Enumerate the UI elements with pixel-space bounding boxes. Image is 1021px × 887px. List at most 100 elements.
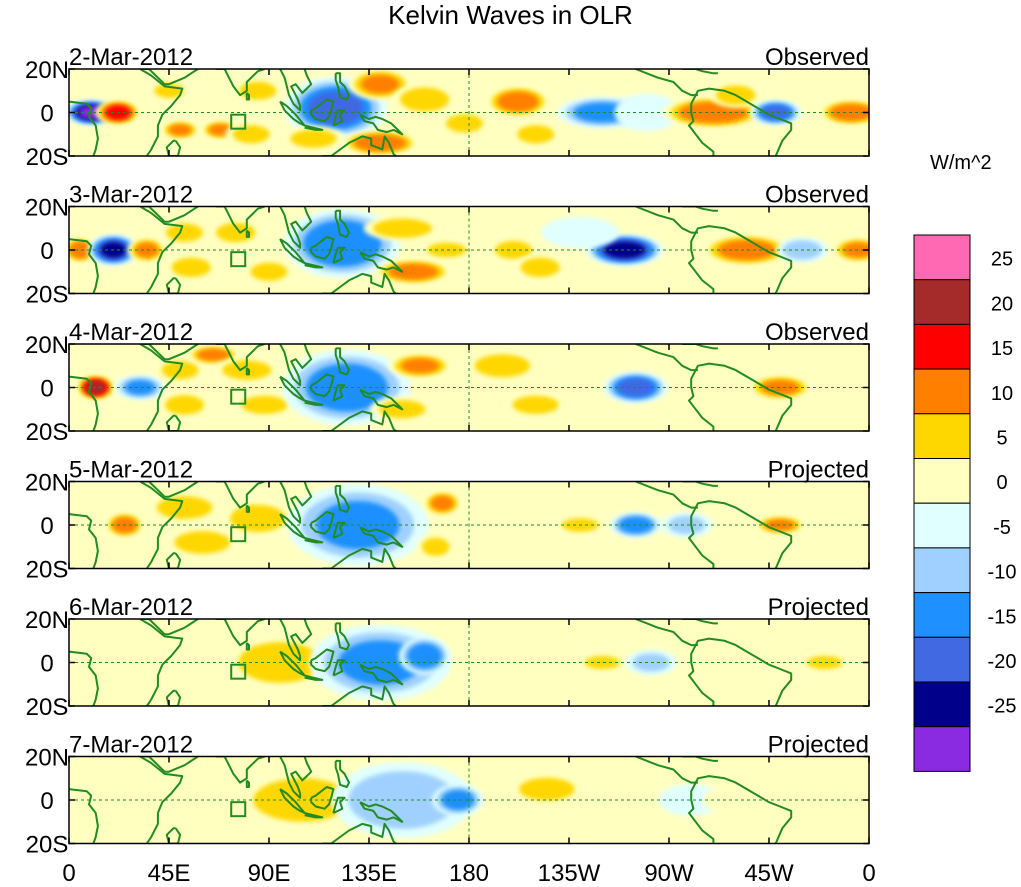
legend-swatch: [913, 458, 971, 504]
lat-label: 20S: [26, 144, 69, 171]
coastline: [332, 109, 346, 127]
panel-date: 4-Mar-2012: [69, 319, 193, 346]
coastline: [165, 414, 182, 431]
coastline: [69, 375, 99, 431]
anomaly-contour: [168, 124, 192, 136]
coastline: [142, 481, 199, 498]
legend-swatch: [913, 323, 971, 370]
coastline: [279, 619, 313, 662]
anomaly-contour: [388, 263, 438, 280]
anomaly-contour: [421, 537, 450, 556]
legend-level-label: -10: [988, 562, 1017, 584]
lat-label: 0: [40, 651, 53, 678]
coastline: [310, 648, 335, 673]
panel-status: Observed: [765, 44, 869, 71]
coastline: [304, 262, 324, 269]
coastline: [322, 135, 397, 156]
legend-level-label: 20: [991, 293, 1013, 315]
map-panel: 4-Mar-2012 Observed 20N 0 20S: [25, 319, 870, 446]
coastline: [304, 537, 324, 544]
legend-unit-label: W/m^2: [930, 152, 992, 174]
coastline: [682, 481, 718, 487]
lon-label: 135W: [538, 860, 601, 887]
coastline: [688, 369, 715, 431]
lon-label: 180: [449, 860, 489, 887]
anomaly-contour: [401, 358, 439, 374]
coastlines: [69, 481, 793, 569]
coastline: [139, 69, 184, 156]
coastline: [322, 547, 397, 569]
lat-label: 20N: [25, 195, 69, 222]
lon-label: 45E: [148, 860, 191, 887]
coastline: [279, 650, 306, 677]
coastline: [245, 229, 250, 238]
coastline: [334, 622, 350, 651]
coastline: [215, 344, 265, 372]
map-panel: 7-Mar-2012 Projected 20N 0 20S: [25, 732, 870, 859]
anomaly-contour: [290, 129, 337, 148]
coastline: [334, 759, 350, 788]
coastline: [165, 277, 182, 294]
coastline: [332, 659, 346, 677]
coastline: [279, 375, 306, 402]
coastline: [322, 822, 397, 844]
coastline: [635, 344, 698, 372]
coastline: [69, 100, 99, 156]
anomaly-contour: [171, 257, 211, 278]
legend-swatch: [913, 547, 971, 594]
legend-swatch: [913, 279, 971, 325]
anomaly-contour: [232, 125, 270, 144]
anomaly-contour: [427, 242, 467, 258]
legend-swatch: [913, 681, 971, 728]
anomaly-contour: [519, 777, 575, 801]
anomaly-contour: [400, 87, 450, 112]
map-panel: 3-Mar-2012 Observed 20N 0 20S: [25, 182, 870, 309]
coastline: [359, 526, 404, 548]
coastline: [694, 637, 793, 706]
coastline: [279, 100, 306, 127]
anomaly-contour: [761, 105, 791, 120]
coastline: [694, 87, 793, 156]
coastline: [304, 399, 324, 406]
panel-date: 3-Mar-2012: [69, 182, 193, 209]
lat-label: 20S: [26, 282, 69, 309]
coastline: [682, 344, 718, 350]
coastline: [165, 139, 182, 156]
panel-status: Observed: [765, 319, 869, 346]
lon-label: 135E: [341, 860, 397, 887]
coastline: [279, 481, 313, 524]
legend-level-label: 25: [991, 249, 1013, 271]
anomaly-contour: [361, 74, 399, 94]
coastline: [139, 619, 184, 706]
coastline: [688, 782, 715, 844]
coastline: [215, 481, 265, 509]
map-panel: 2-Mar-2012 Observed 20N 0 20S: [25, 44, 870, 171]
lon-label: 90E: [248, 860, 291, 887]
legend-level-label: -5: [993, 517, 1011, 539]
coastlines: [69, 206, 793, 294]
coastline: [304, 124, 324, 131]
panel-date: 7-Mar-2012: [69, 732, 193, 759]
coastline: [359, 388, 404, 411]
anomaly-contour: [485, 646, 564, 679]
lat-label: 20N: [25, 57, 69, 84]
index-region-box: [230, 251, 247, 268]
coastline: [682, 206, 718, 212]
coastline: [688, 507, 715, 569]
anomaly-contour: [603, 241, 646, 259]
coastline: [334, 347, 350, 376]
anomaly-contour: [216, 222, 256, 243]
lat-label: 0: [40, 513, 53, 540]
coastline: [142, 619, 199, 636]
coastline: [688, 232, 715, 294]
index-region-box: [230, 663, 247, 680]
coastline: [682, 69, 718, 75]
coastline: [139, 206, 184, 294]
coastlines: [69, 69, 793, 156]
coastline: [682, 756, 718, 762]
anomaly-contour: [164, 395, 205, 415]
legend-swatch: [913, 726, 971, 772]
coastline: [245, 92, 250, 101]
coastline: [245, 367, 250, 376]
index-region-box: [230, 801, 247, 818]
